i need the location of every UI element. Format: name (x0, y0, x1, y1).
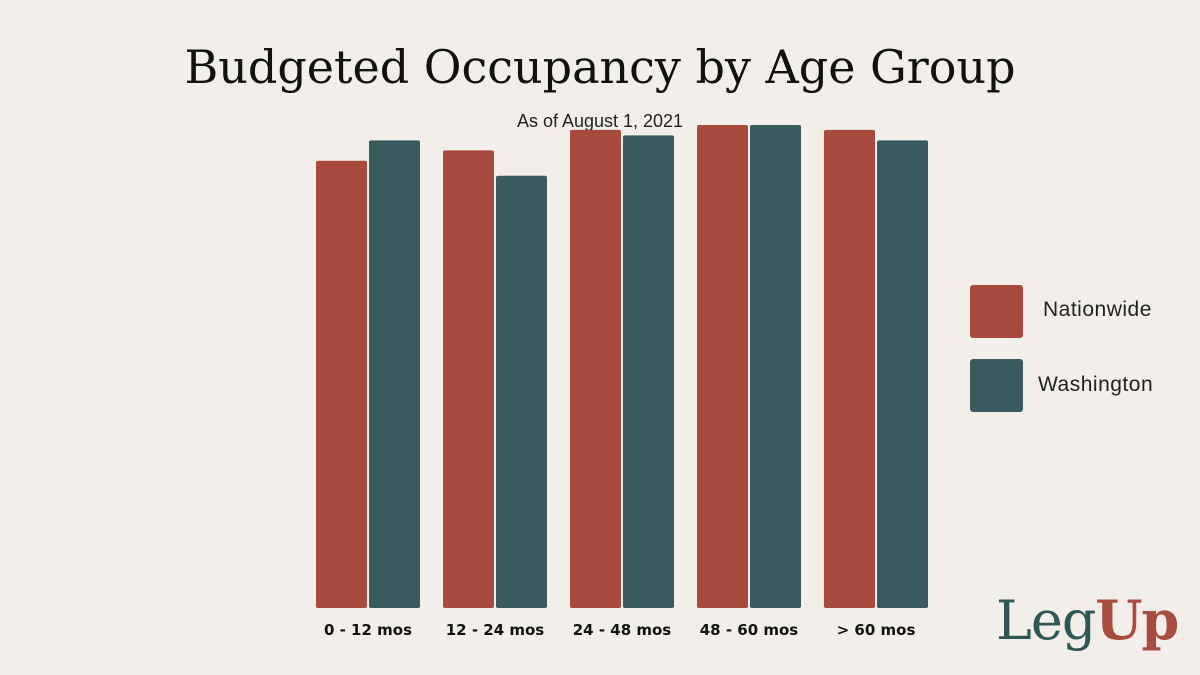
chart-title: Budgeted Occupancy by Age Group (184, 40, 1016, 94)
bar-nationwide-5 (824, 129, 875, 609)
legend-label-washington: Washington (1038, 373, 1154, 396)
legend-swatch-washington (970, 359, 1023, 412)
x-tick-label: > 60 mos (837, 621, 916, 639)
bar-washington-3 (623, 135, 674, 608)
bar-washington-1 (369, 140, 420, 609)
x-tick-label: 12 - 24 mos (446, 621, 545, 639)
x-tick-label: 24 - 48 mos (573, 621, 672, 639)
chart-subtitle: As of August 1, 2021 (516, 111, 684, 131)
bar-washington-5 (877, 140, 928, 609)
bar-nationwide-3 (570, 129, 621, 609)
logo-up: Up (1095, 588, 1179, 652)
bar-nationwide-4 (697, 124, 748, 608)
legend-label-nationwide: Nationwide (1043, 298, 1152, 321)
legup-logo: LegUp (996, 588, 1179, 652)
x-tick-label: 48 - 60 mos (700, 621, 799, 639)
logo-leg: Leg (996, 589, 1096, 652)
bar-washington-4 (750, 124, 801, 608)
bar-nationwide-2 (443, 150, 494, 608)
bar-washington-2 (496, 175, 547, 608)
legend-swatch-nationwide (970, 285, 1023, 338)
x-tick-label: 0 - 12 mos (324, 621, 412, 639)
bar-nationwide-1 (316, 160, 367, 608)
